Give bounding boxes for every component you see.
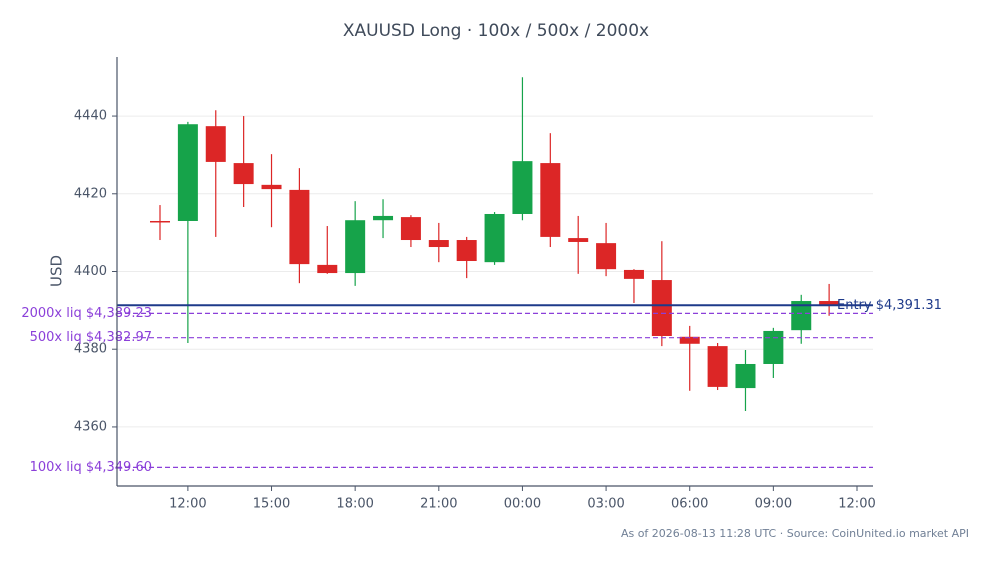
candle-body <box>735 363 756 389</box>
candle-body <box>205 126 226 162</box>
candle-body <box>456 240 477 262</box>
candle-body <box>568 238 589 242</box>
candle-body <box>373 215 394 221</box>
reference-label: Entry $4,391.31 <box>837 298 942 313</box>
footer: As of 2026-08-13 11:28 UTC · Source: Coi… <box>621 527 969 540</box>
candle-body <box>289 189 310 265</box>
candle-body <box>233 163 254 185</box>
x-tick-label: 06:00 <box>671 497 708 512</box>
x-tick-label: 15:00 <box>253 497 290 512</box>
candle-body <box>400 217 421 241</box>
y-tick-label: 4360 <box>74 419 107 434</box>
candle-body <box>345 220 366 274</box>
x-tick-label: 18:00 <box>336 497 373 512</box>
x-tick-label: 21:00 <box>420 497 457 512</box>
candle-body <box>484 213 505 263</box>
x-tick-label: 09:00 <box>755 497 792 512</box>
candle-body <box>707 346 728 387</box>
y-tick-label: 4420 <box>74 186 107 201</box>
chart-title: XAUUSD Long · 100x / 500x / 2000x <box>343 21 649 41</box>
y-axis-label: USD <box>48 255 66 287</box>
candle-body <box>177 124 198 221</box>
candle-body <box>791 301 812 331</box>
x-tick-label: 03:00 <box>587 497 624 512</box>
candle-body <box>679 336 700 344</box>
candle-body <box>512 161 533 214</box>
candle-body <box>317 264 338 274</box>
candle-body <box>540 163 561 237</box>
x-tick-label: 12:00 <box>169 497 206 512</box>
reference-label: 500x liq $4,382.97 <box>30 330 152 345</box>
candle-body <box>651 280 672 337</box>
reference-label: 100x liq $4,349.60 <box>30 460 152 475</box>
reference-label: 2000x liq $4,389.23 <box>21 306 152 321</box>
y-tick-label: 4400 <box>74 264 107 279</box>
candle-body <box>623 269 644 279</box>
candle-body <box>428 240 449 248</box>
candle-body <box>261 184 282 190</box>
candle-body <box>763 330 784 364</box>
y-tick-label: 4380 <box>74 342 107 357</box>
candle-body <box>596 243 617 270</box>
y-tick-label: 4440 <box>74 109 107 124</box>
candle-body <box>150 220 170 223</box>
x-tick-label: 12:00 <box>838 497 875 512</box>
x-tick-label: 00:00 <box>504 497 541 512</box>
candle-body <box>819 301 840 306</box>
